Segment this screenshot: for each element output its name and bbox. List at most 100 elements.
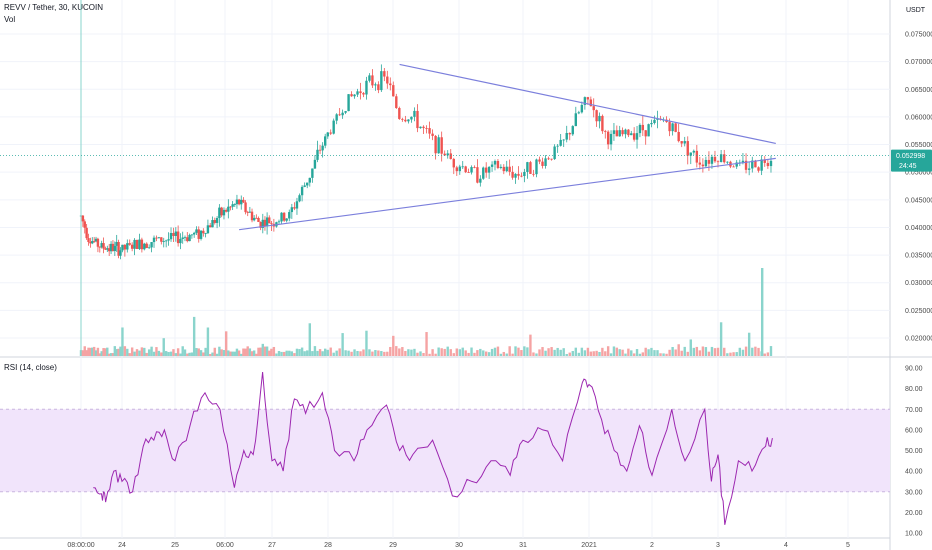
volume-label: Vol (4, 15, 16, 24)
candle-body (329, 132, 332, 134)
candle-body (719, 154, 723, 162)
candle-body (350, 94, 353, 97)
volume-bar (218, 346, 221, 356)
candle-body (102, 243, 105, 249)
volume-bar (595, 350, 598, 356)
volume-bar (719, 322, 723, 356)
volume-bar (87, 347, 90, 356)
candle-body (242, 199, 245, 203)
volume-bar (641, 352, 645, 356)
volume-bar (395, 346, 398, 356)
volume-bar (259, 347, 262, 356)
volume-bar (559, 349, 562, 356)
candle-body (324, 136, 327, 146)
volume-bar (115, 349, 118, 356)
volume-bar (150, 346, 153, 356)
time-tick-label: 2 (650, 542, 654, 549)
rsi-tick-label: 10.00 (905, 531, 923, 538)
candle-body (240, 199, 243, 205)
volume-bar (96, 347, 100, 356)
candle-body (341, 112, 344, 116)
candle-body (704, 159, 708, 167)
candle-body (689, 152, 692, 156)
volume-bar (362, 349, 365, 356)
lower-trendline (239, 157, 776, 231)
candle-body (630, 133, 633, 136)
candle-body (215, 218, 219, 223)
volume-bar (233, 351, 236, 356)
candle-body (461, 166, 464, 168)
volume-bar (446, 346, 449, 356)
time-tick-label: 25 (171, 542, 179, 549)
volume-bar (248, 348, 252, 356)
volume-bar (668, 349, 671, 356)
candle-body (766, 162, 770, 167)
volume-bar (257, 347, 260, 356)
candle-body (713, 156, 717, 162)
candle-body (353, 94, 356, 97)
volume-bar (311, 351, 314, 356)
volume-bar (353, 349, 356, 356)
volume-bar (106, 347, 109, 356)
volume-bar (413, 348, 416, 356)
volume-bar (326, 349, 329, 356)
candle-body (81, 215, 85, 222)
candle-body (356, 91, 359, 95)
candle-body (311, 168, 314, 178)
countdown-value: 24:45 (899, 163, 917, 170)
volume-bar (167, 352, 170, 356)
volume-bar (128, 353, 131, 356)
candle-body (344, 111, 347, 113)
volume-bar (174, 353, 178, 356)
volume-bar (285, 350, 288, 356)
candle-body (288, 212, 291, 219)
candle-body (511, 171, 514, 178)
volume-bar (244, 348, 247, 356)
candle-body (138, 239, 141, 249)
volume-bar (389, 346, 392, 356)
volume-bar (452, 353, 455, 356)
candle-body (485, 167, 488, 173)
candle-body (532, 173, 535, 175)
candle-body (308, 177, 311, 183)
volume-bar (473, 352, 476, 356)
candle-body (326, 132, 329, 137)
volume-bar (371, 351, 374, 356)
candle-body (235, 199, 239, 205)
candle-body (285, 218, 288, 221)
volume-bar (735, 352, 738, 356)
candle-body (96, 238, 100, 247)
volume-bar (321, 351, 324, 356)
volume-bar (157, 350, 161, 356)
candle-body (206, 225, 210, 234)
candle-body (653, 119, 656, 124)
candle-body (482, 167, 485, 179)
volume-bar (295, 348, 299, 356)
volume-bar (499, 353, 503, 356)
candle-body (143, 243, 146, 250)
candle-body (383, 71, 386, 77)
candle-body (508, 166, 511, 172)
candle-body (550, 158, 553, 160)
candle-body (583, 97, 587, 105)
candle-body (553, 146, 556, 160)
candle-body (368, 75, 371, 81)
volume-bar (449, 349, 452, 356)
volume-bar (242, 348, 245, 356)
candle-body (517, 173, 520, 176)
volume-bar (589, 351, 593, 356)
volume-bar (204, 347, 207, 356)
volume-bar (147, 349, 151, 356)
volume-bar (470, 347, 473, 356)
candle-body (147, 247, 151, 249)
candle-body (227, 206, 230, 212)
volume-bar (538, 349, 541, 356)
volume-bar (117, 348, 120, 356)
volume-bar (741, 349, 745, 356)
volume-bar (380, 351, 383, 356)
candle-body (188, 235, 191, 242)
volume-bar (347, 350, 350, 356)
volume-bar (520, 350, 523, 356)
candle-body (83, 221, 86, 228)
